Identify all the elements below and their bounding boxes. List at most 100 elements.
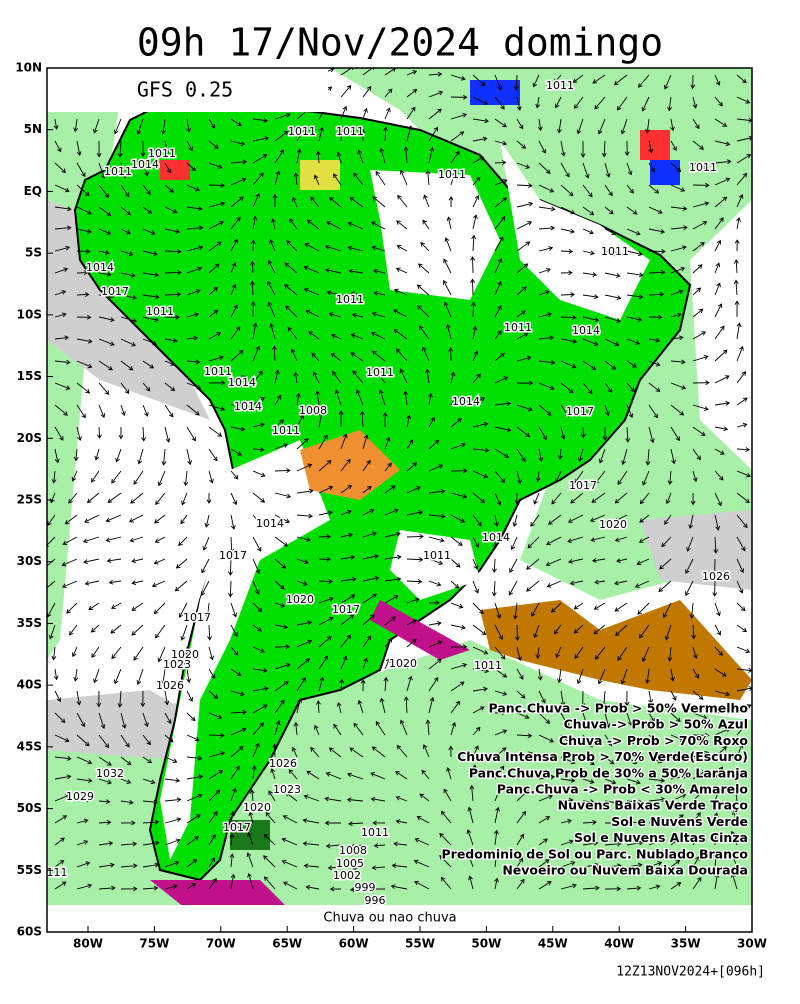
pressure-label: 1014 bbox=[256, 517, 284, 530]
lon-label: 70W bbox=[206, 937, 236, 951]
pressure-label: 1011 bbox=[104, 165, 132, 178]
wind-arrow bbox=[561, 251, 572, 252]
blue-patch bbox=[650, 160, 680, 185]
pressure-label: 1014 bbox=[452, 395, 480, 408]
pressure-label: 1011 bbox=[366, 366, 394, 379]
pressure-label: 1011 bbox=[288, 125, 316, 138]
pressure-label: 1011 bbox=[504, 321, 532, 334]
pressure-label: 1026 bbox=[156, 679, 184, 692]
wind-arrow bbox=[473, 302, 474, 317]
pressure-label: 1011 bbox=[272, 424, 300, 437]
lat-label: 40S bbox=[17, 678, 42, 692]
lat-label: 55S bbox=[17, 863, 42, 877]
legend-entry: Chuva Intensa Prob > 70% Verde(Escuro) bbox=[457, 749, 748, 764]
pressure-label: 1017 bbox=[183, 611, 211, 624]
blue-patch bbox=[470, 80, 520, 105]
pressure-label: 1017 bbox=[332, 603, 360, 616]
pressure-label: 1011 bbox=[336, 293, 364, 306]
pressure-label: 1011 bbox=[438, 168, 466, 181]
lon-label: 75W bbox=[139, 937, 169, 951]
lon-label: 50W bbox=[471, 937, 501, 951]
lat-label: 30S bbox=[17, 554, 42, 568]
lat-label: 25S bbox=[17, 493, 42, 507]
legend-entry: Panc.Chuva Prob de 30% a 50% Laranja bbox=[469, 765, 748, 780]
pressure-label: 1023 bbox=[273, 783, 301, 796]
legend-entry: Sol e Nuvens Altas Cinza bbox=[574, 830, 748, 845]
arrow-head bbox=[43, 588, 47, 592]
pressure-label: 1011 bbox=[146, 305, 174, 318]
map-area: GFS 0.25 1011 1011 1011 1011 1011 1014 1011 101… bbox=[43, 66, 753, 932]
lat-label: 15S bbox=[17, 369, 42, 383]
lon-label: 55W bbox=[405, 937, 435, 951]
pressure-label: 1011 bbox=[361, 826, 389, 839]
legend-entry: Chuva -> Prob > 50% Azul bbox=[564, 717, 748, 732]
pressure-label: 1023 bbox=[163, 658, 191, 671]
pressure-label: 1029 bbox=[66, 790, 94, 803]
pressure-label: 1011 bbox=[336, 125, 364, 138]
wind-arrow bbox=[583, 427, 584, 437]
wind-arrow bbox=[319, 581, 332, 582]
pressure-label: 1014 bbox=[86, 261, 114, 274]
lat-label: 5S bbox=[25, 246, 42, 260]
lat-label: 50S bbox=[17, 801, 42, 815]
pressure-label: 1011 bbox=[689, 161, 717, 174]
wind-arrow bbox=[77, 294, 89, 295]
pressure-label: 1008 bbox=[339, 844, 367, 857]
lon-label: 80W bbox=[73, 937, 103, 951]
wind-arrow bbox=[472, 279, 473, 295]
pressure-label: 1020 bbox=[243, 801, 271, 814]
lon-label: 65W bbox=[272, 937, 302, 951]
pressure-label: 111 bbox=[47, 866, 68, 879]
legend-entry: Sol e Nuvens Verde bbox=[611, 814, 748, 829]
pressure-label: 1020 bbox=[389, 657, 417, 670]
lon-label: 60W bbox=[339, 937, 369, 951]
pressure-label: 1020 bbox=[286, 593, 314, 606]
pressure-label: 999 bbox=[355, 881, 376, 894]
red-patch bbox=[640, 130, 670, 160]
wind-arrow bbox=[561, 317, 576, 318]
wind-arrow bbox=[319, 536, 330, 537]
pressure-label: 1017 bbox=[223, 821, 251, 834]
pressure-label: 1020 bbox=[599, 518, 627, 531]
lat-label: EQ bbox=[24, 184, 42, 198]
pressure-label: 1014 bbox=[228, 376, 256, 389]
pressure-label: 1011 bbox=[546, 79, 574, 92]
pressure-label: 1011 bbox=[148, 147, 176, 160]
wind-arrow bbox=[209, 735, 224, 736]
wind-arrow bbox=[275, 470, 290, 471]
legend-entry: Predominio de Sol ou Parc. Nublado Branc… bbox=[442, 846, 749, 861]
lat-label: 20S bbox=[17, 431, 42, 445]
run-label: 12Z13NOV2024+[096h] bbox=[616, 965, 765, 980]
legend-entry: Panc.Chuva -> Prob > 50% Vermelho bbox=[489, 701, 749, 716]
lat-label: 10N bbox=[15, 61, 42, 75]
pressure-label: 1011 bbox=[423, 549, 451, 562]
pressure-label: 1011 bbox=[474, 659, 502, 672]
lon-label: 45W bbox=[538, 937, 568, 951]
legend-entry: Panc.Chuva -> Prob < 30% Amarelo bbox=[497, 782, 749, 797]
pressure-label: 1032 bbox=[96, 767, 124, 780]
pressure-label: 1017 bbox=[219, 549, 247, 562]
wind-arrow bbox=[407, 536, 423, 537]
wind-arrow bbox=[252, 261, 253, 273]
lat-label: 35S bbox=[17, 616, 42, 630]
pressure-label: 1026 bbox=[269, 757, 297, 770]
pressure-label: 1017 bbox=[101, 285, 129, 298]
legend-entry: Nevoeiro ou Nuvem Baixa Dourada bbox=[502, 863, 748, 878]
pressure-label: 1011 bbox=[601, 245, 629, 258]
lat-label: 5N bbox=[24, 122, 42, 136]
title: 09h 17/Nov/2024 domingo bbox=[137, 21, 663, 65]
lat-label: 10S bbox=[17, 307, 42, 321]
pressure-label: 1014 bbox=[234, 400, 262, 413]
wind-arrow bbox=[99, 427, 100, 438]
pressure-label: 1014 bbox=[572, 324, 600, 337]
lon-label: 35W bbox=[671, 937, 701, 951]
pressure-label: 1014 bbox=[482, 531, 510, 544]
lat-label: 60S bbox=[17, 925, 42, 939]
lon-label: 30W bbox=[737, 937, 767, 951]
pressure-label: 1008 bbox=[299, 404, 327, 417]
model-label: GFS 0.25 bbox=[137, 78, 233, 102]
pressure-label: 1026 bbox=[702, 570, 730, 583]
legend-entry: Nuvens Baixas Verde Traço bbox=[558, 798, 749, 813]
pressure-label: 1017 bbox=[566, 405, 594, 418]
